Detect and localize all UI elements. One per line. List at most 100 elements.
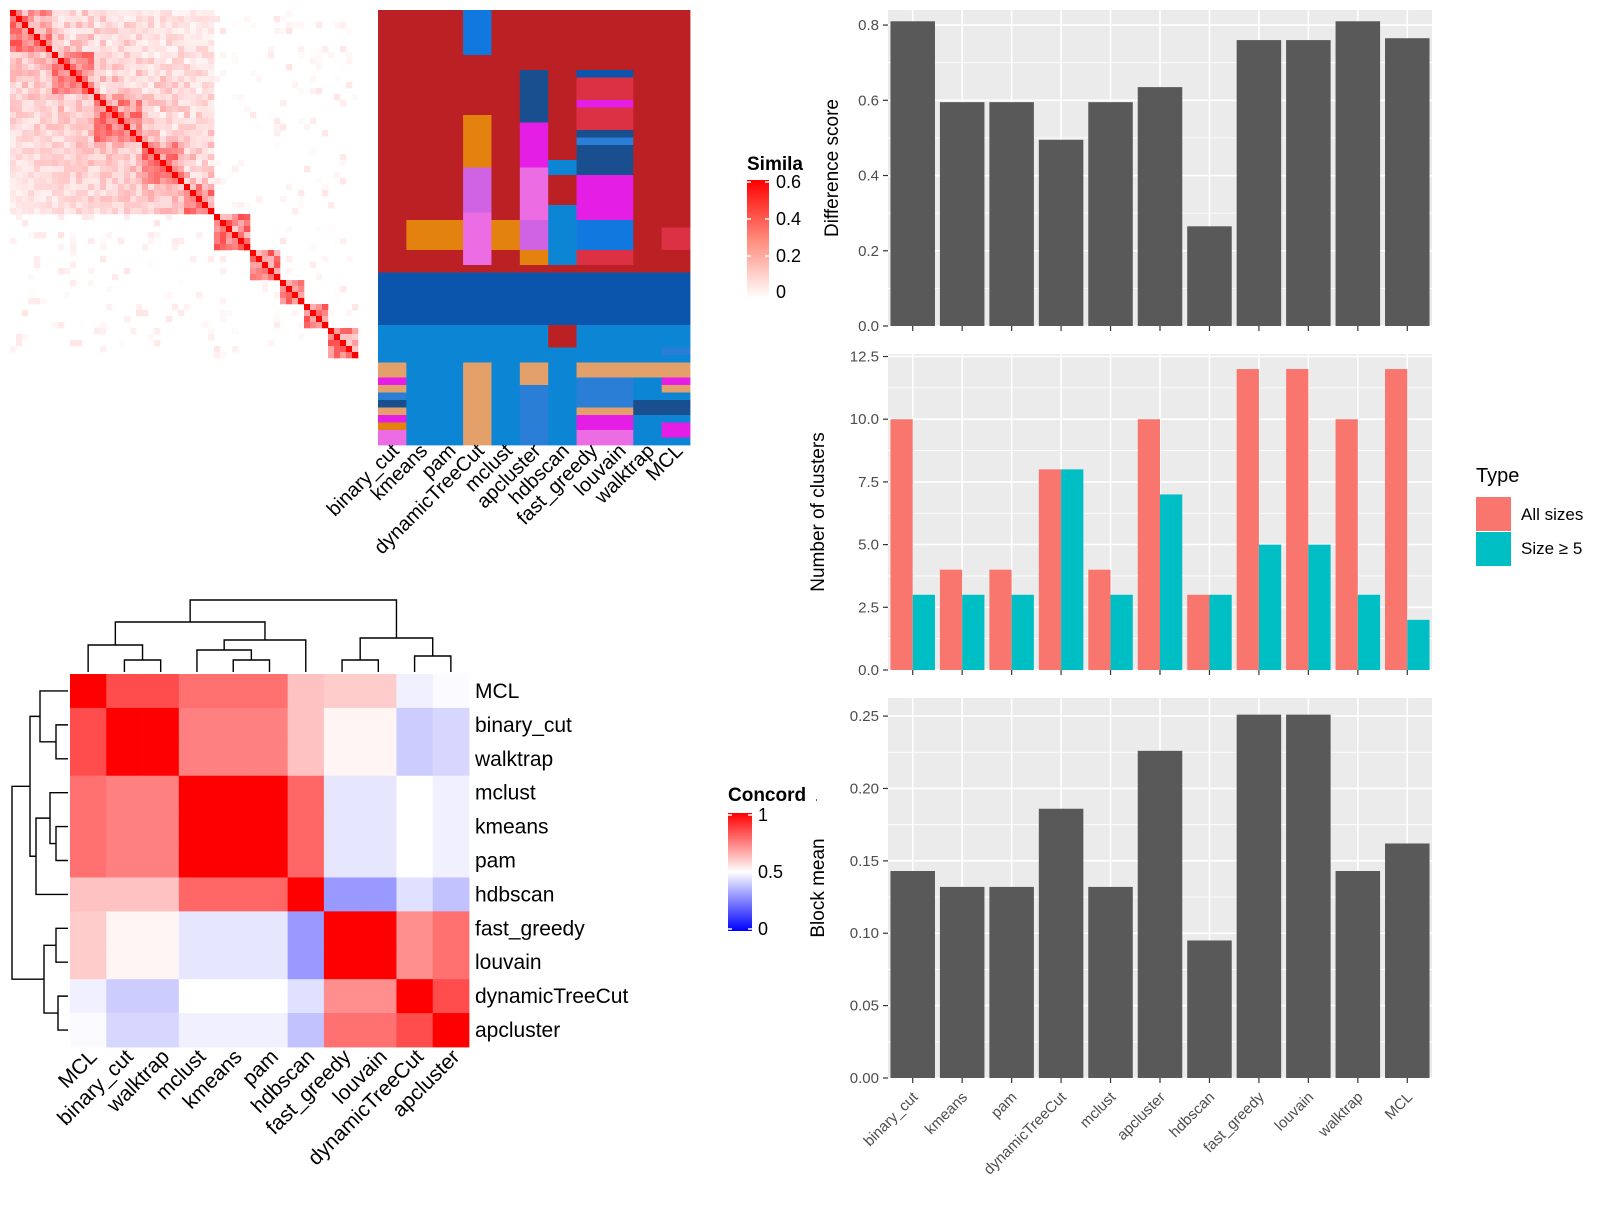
membership-cell bbox=[378, 17, 407, 26]
similarity-cell bbox=[16, 22, 23, 29]
similarity-cell bbox=[46, 154, 53, 161]
similarity-cell bbox=[172, 70, 179, 77]
membership-cell bbox=[633, 280, 663, 288]
similarity-cell bbox=[148, 10, 155, 17]
similarity-cell bbox=[112, 88, 119, 95]
similarity-cell bbox=[124, 100, 131, 107]
membership-cell bbox=[406, 32, 436, 41]
bar bbox=[1038, 808, 1084, 1078]
membership-cell bbox=[491, 55, 521, 63]
similarity-cell bbox=[58, 28, 65, 35]
similarity-cell bbox=[16, 88, 23, 95]
membership-cell bbox=[463, 220, 492, 228]
similarity-cell bbox=[70, 100, 77, 107]
similarity-cell bbox=[208, 22, 215, 29]
concordance-cell bbox=[432, 843, 470, 878]
similarity-cell bbox=[142, 172, 149, 179]
similarity-cell bbox=[88, 160, 95, 167]
similarity-cell bbox=[190, 112, 197, 119]
similarity-cell bbox=[166, 124, 173, 131]
similarity-cell bbox=[10, 112, 17, 119]
similarity-cell bbox=[16, 136, 23, 143]
membership-cell bbox=[491, 100, 521, 108]
similarity-cell bbox=[262, 286, 269, 293]
similarity-cell bbox=[124, 94, 131, 101]
similarity-cell bbox=[10, 82, 17, 89]
membership-cell bbox=[661, 100, 691, 108]
membership-cell bbox=[406, 130, 436, 138]
similarity-cell bbox=[202, 106, 209, 113]
membership-cell bbox=[548, 175, 577, 183]
membership-cell bbox=[633, 17, 663, 26]
y-tick-label: 10.0 bbox=[850, 411, 879, 428]
similarity-cell bbox=[202, 160, 209, 167]
membership-cell bbox=[633, 407, 663, 416]
membership-cell bbox=[406, 190, 436, 198]
membership-cell bbox=[661, 280, 691, 288]
membership-cell bbox=[519, 340, 549, 348]
concordance-cell bbox=[432, 945, 470, 980]
similarity-cell bbox=[124, 124, 131, 131]
bar bbox=[1236, 40, 1282, 326]
similarity-cell bbox=[250, 256, 257, 263]
similarity-cell bbox=[28, 70, 35, 77]
similarity-cell bbox=[58, 112, 65, 119]
similarity-cell bbox=[202, 184, 209, 191]
membership-cell bbox=[661, 332, 691, 341]
concordance-cell bbox=[360, 707, 397, 743]
similarity-cell bbox=[154, 52, 161, 59]
similarity-cell bbox=[34, 154, 41, 161]
concordance-cell bbox=[360, 979, 397, 1014]
similarity-cell bbox=[310, 310, 317, 317]
similarity-cell bbox=[184, 100, 191, 107]
similarity-cell bbox=[286, 280, 293, 287]
similarity-cell bbox=[190, 154, 197, 161]
membership-cell bbox=[661, 430, 691, 438]
similarity-cell bbox=[46, 178, 53, 185]
x-tick-label: dynamicTreeCut bbox=[980, 1088, 1070, 1178]
similarity-cell bbox=[52, 178, 59, 185]
similarity-cell bbox=[340, 340, 347, 347]
similarity-cell bbox=[52, 184, 59, 191]
concordance-row-label: pam bbox=[475, 850, 516, 873]
membership-cell bbox=[378, 40, 407, 48]
membership-cell bbox=[661, 85, 691, 93]
similarity-cell bbox=[10, 190, 17, 197]
membership-cell bbox=[463, 235, 492, 243]
similarity-cell bbox=[70, 112, 77, 119]
similarity-cell bbox=[100, 160, 107, 167]
similarity-cell bbox=[100, 328, 107, 335]
similarity-cell bbox=[178, 190, 185, 197]
membership-cell bbox=[463, 197, 492, 206]
similarity-cell bbox=[112, 202, 119, 209]
similarity-cell bbox=[76, 184, 83, 191]
similarity-cell bbox=[106, 10, 113, 17]
similarity-cell bbox=[136, 46, 143, 53]
similarity-cell bbox=[52, 82, 59, 89]
similarity-cell bbox=[100, 88, 107, 95]
similarity-cell bbox=[112, 106, 119, 113]
similarity-cell bbox=[70, 22, 77, 29]
similarity-cell bbox=[10, 166, 17, 173]
similarity-cell bbox=[178, 142, 185, 149]
similarity-cell bbox=[160, 82, 167, 89]
similarity-cell bbox=[142, 88, 149, 95]
membership-cell bbox=[434, 197, 464, 206]
similarity-cell bbox=[166, 28, 173, 35]
row-dendrogram-branch bbox=[29, 715, 40, 857]
similarity-cell bbox=[250, 112, 257, 119]
membership-cell bbox=[519, 167, 549, 176]
similarity-cell bbox=[100, 184, 107, 191]
similarity-cell bbox=[118, 112, 125, 119]
similarity-cell bbox=[190, 16, 197, 23]
similarity-cell bbox=[160, 184, 167, 191]
similarity-cell bbox=[46, 94, 53, 101]
membership-cell bbox=[661, 385, 691, 393]
similarity-cell bbox=[130, 172, 137, 179]
bar-all-sizes bbox=[1385, 369, 1408, 670]
similarity-cell bbox=[118, 58, 125, 65]
similarity-cell bbox=[244, 244, 251, 251]
similarity-cell bbox=[130, 70, 137, 77]
similarity-cell bbox=[40, 112, 47, 119]
membership-cell bbox=[633, 115, 663, 123]
